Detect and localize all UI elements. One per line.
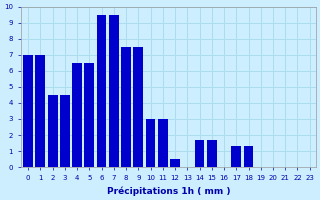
Bar	[158, 119, 168, 167]
Bar	[170, 159, 180, 167]
Bar	[84, 63, 94, 167]
X-axis label: Précipitations 1h ( mm ): Précipitations 1h ( mm )	[107, 186, 230, 196]
Bar	[207, 140, 217, 167]
Bar	[60, 95, 70, 167]
Bar	[72, 63, 82, 167]
Bar	[121, 47, 131, 167]
Bar	[23, 55, 33, 167]
Bar	[133, 47, 143, 167]
Bar	[231, 146, 241, 167]
Bar	[36, 55, 45, 167]
Bar	[109, 15, 119, 167]
Bar	[97, 15, 107, 167]
Bar	[48, 95, 58, 167]
Bar	[244, 146, 253, 167]
Bar	[146, 119, 156, 167]
Bar	[195, 140, 204, 167]
